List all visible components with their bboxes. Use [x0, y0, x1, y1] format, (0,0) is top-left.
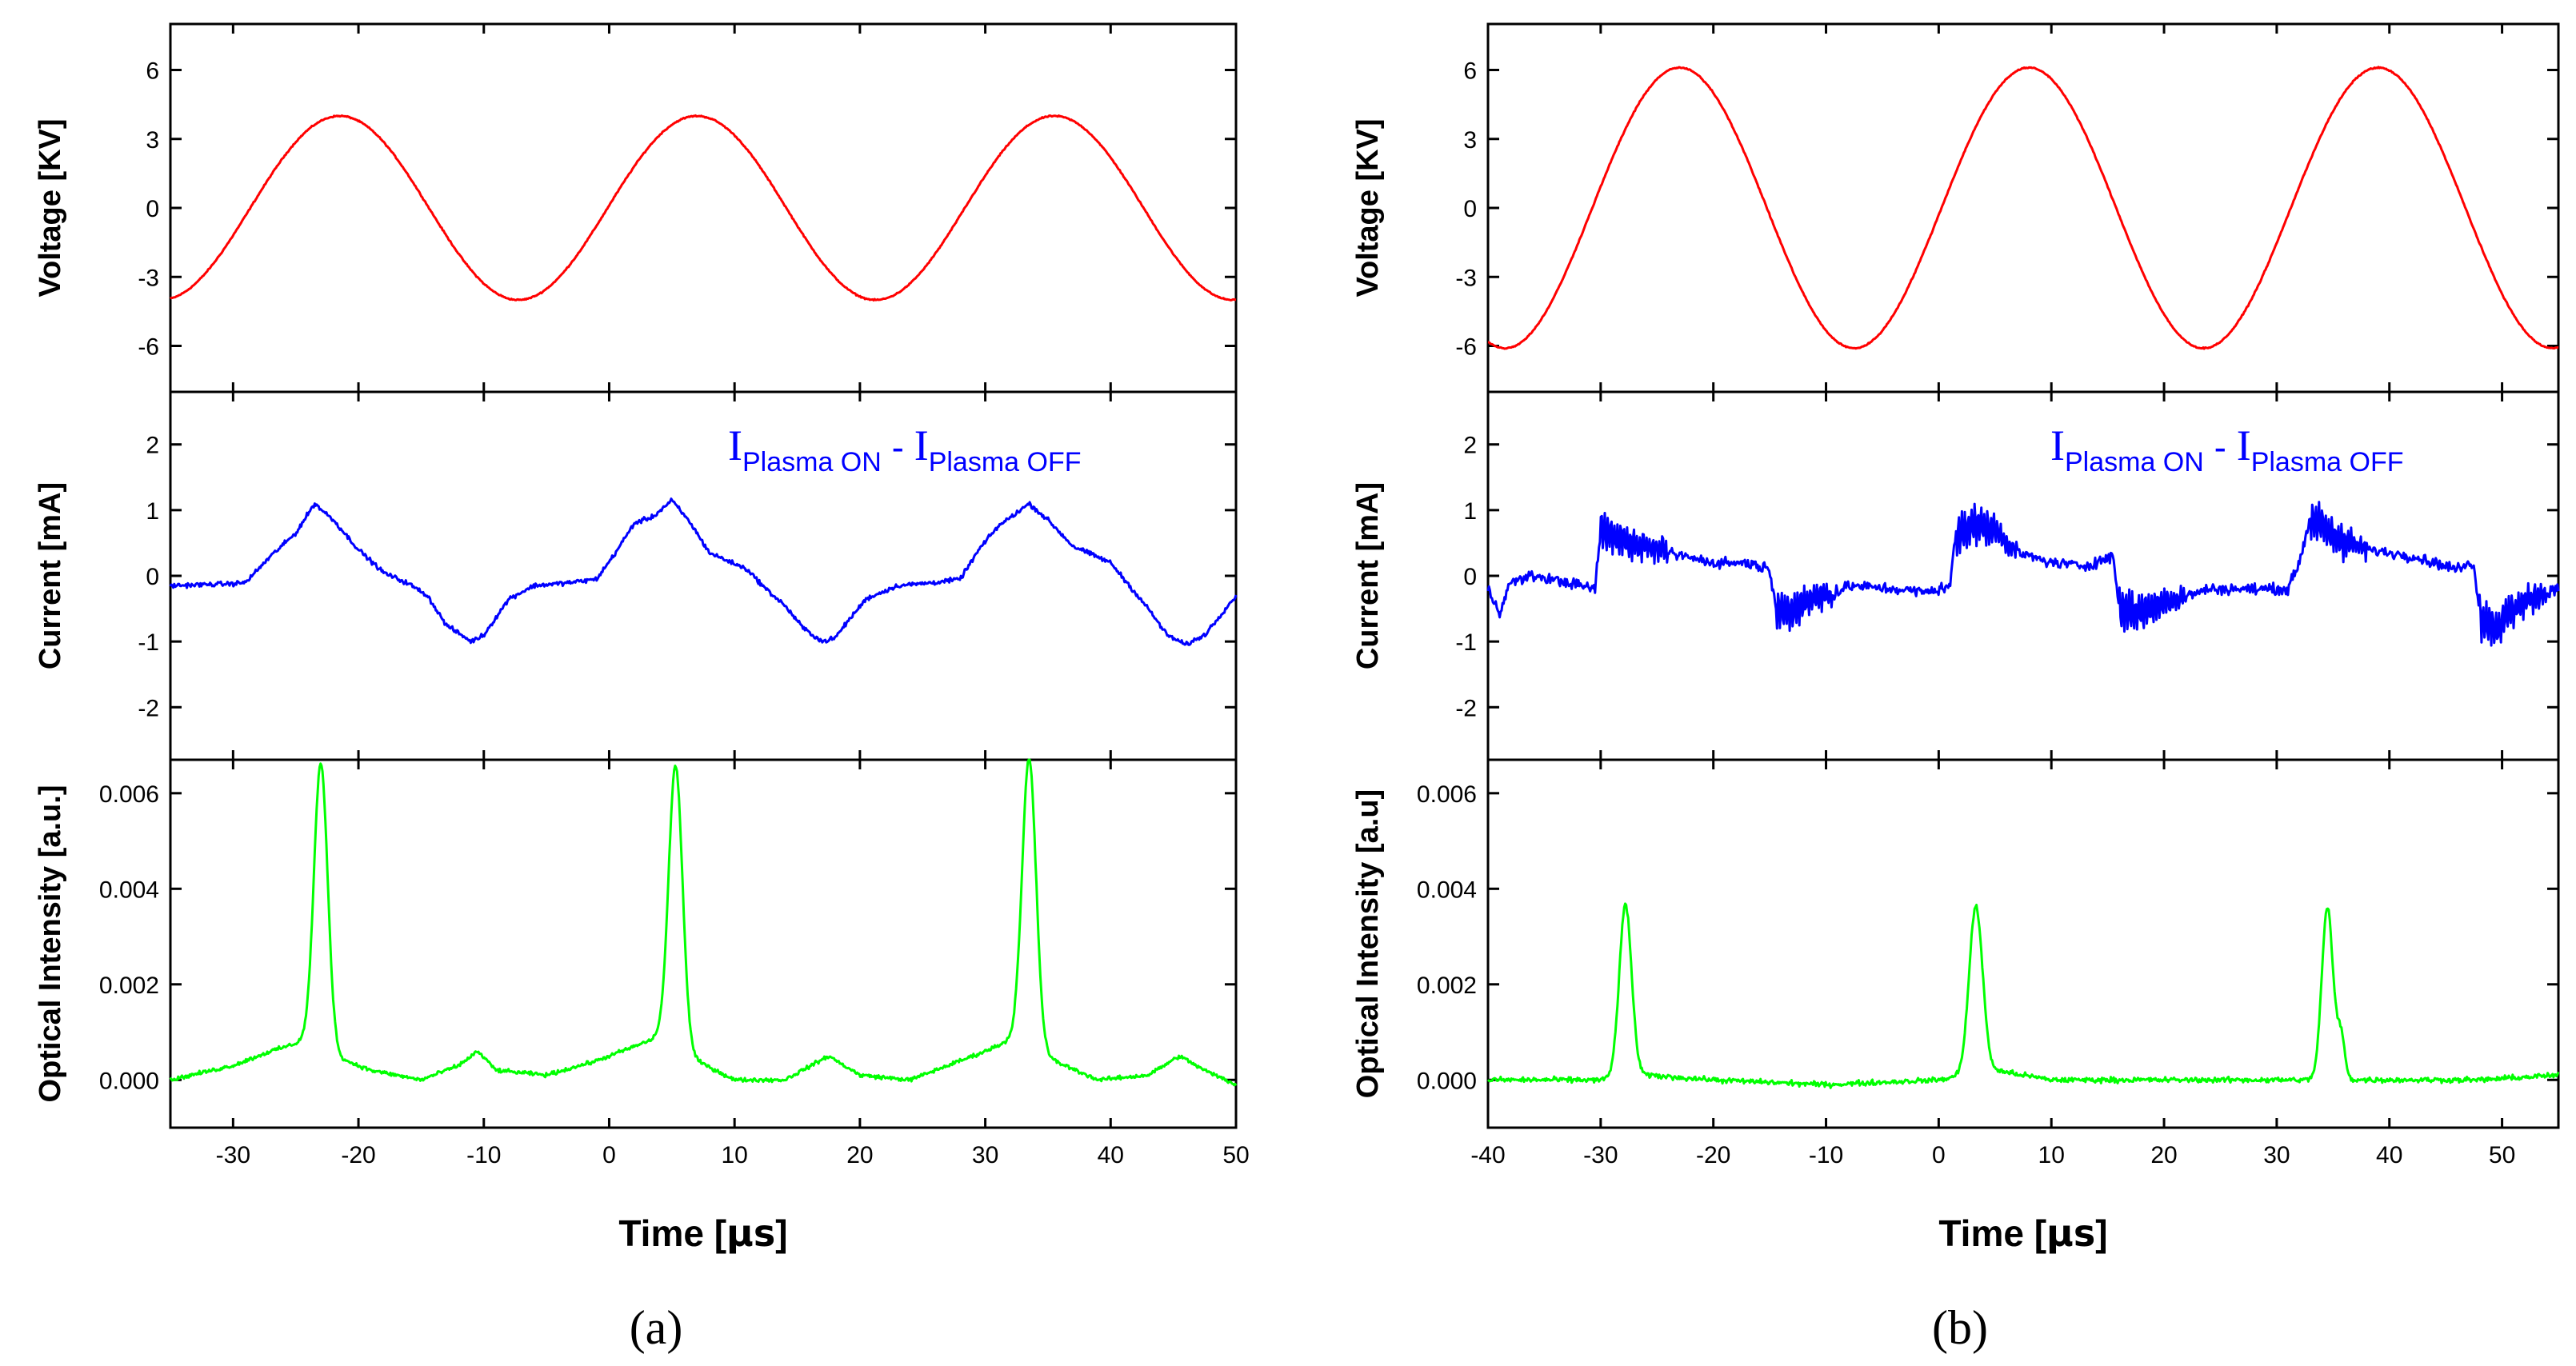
x-tick-label: 30	[972, 1142, 998, 1168]
x-tick-label: 40	[2376, 1142, 2402, 1168]
y-tick-label: 0.000	[99, 1068, 159, 1094]
y-tick-label: -1	[138, 629, 159, 656]
y-tick-label: 0	[146, 196, 159, 222]
y-tick-label: 0	[1463, 196, 1477, 222]
x-title-close: ]	[775, 1212, 787, 1254]
x-axis-title: Time [μs]	[1938, 1212, 2107, 1255]
subplot-voltage-b: 6 3 0 -3 -6 Voltage [KV]	[1351, 22, 2560, 393]
x-tick-label: 30	[2263, 1142, 2290, 1168]
x-title-unit: μs	[2046, 1212, 2095, 1255]
y-tick-label: -3	[1455, 265, 1477, 291]
y-tick-label: 0	[146, 564, 159, 590]
x-tick-label: 20	[2150, 1142, 2177, 1168]
y-axis-title: Current [mA]	[1351, 482, 1385, 669]
annotation-current-diff: IPlasma ON - IPlasma OFF	[728, 421, 1082, 477]
y-tick-label: 6	[146, 58, 159, 85]
y-tick-label: 2	[1463, 433, 1477, 459]
y-axis-title: Voltage [KV]	[1351, 118, 1385, 297]
y-tick-label: -6	[138, 334, 159, 361]
x-tick-label: 10	[2038, 1142, 2065, 1168]
y-tick-label: 2	[146, 433, 159, 459]
subplot-optical-b: 0.006 0.004 0.002 0.000 Optical Intensity [a…	[1351, 758, 2560, 1129]
y-tick-label: 0.004	[99, 877, 159, 903]
annot-dash: -	[882, 426, 914, 468]
series-line-voltage	[170, 114, 1237, 302]
x-tick-label: 50	[2489, 1142, 2515, 1168]
subplot-optical-a: 0.006 0.004 0.002 0.000 Optical Intensity [a…	[34, 758, 1238, 1129]
x-tick-label: 0	[602, 1142, 616, 1168]
y-tick-label: -1	[1455, 629, 1477, 656]
y-tick-label: 0	[1463, 564, 1477, 590]
annot-I-on: I	[728, 421, 742, 469]
y-tick-label: 0.006	[1417, 781, 1477, 808]
y-tick-label: 0.000	[1417, 1068, 1477, 1094]
series-line-current	[169, 497, 1238, 646]
x-tick-label: 50	[1222, 1142, 1249, 1168]
plot-frame	[1486, 22, 2560, 393]
x-tick-label: 10	[721, 1142, 747, 1168]
annotation-current-diff: IPlasma ON - IPlasma OFF	[2050, 421, 2404, 477]
x-tick-label: -30	[216, 1142, 250, 1168]
panel-label-b: (b)	[1932, 1301, 1988, 1354]
annot-sub-on: Plasma ON	[742, 447, 882, 477]
annot-sub-on: Plasma ON	[2065, 447, 2204, 477]
plot-frame	[1486, 758, 2560, 1129]
y-axis-title: Optical Intensity [a.u.]	[34, 785, 67, 1103]
y-tick-label: -2	[138, 695, 159, 721]
x-tick-label: -20	[1696, 1142, 1730, 1168]
y-tick-label: 1	[1463, 498, 1477, 525]
x-title-unit: μs	[726, 1212, 775, 1255]
annot-sub-off: Plasma OFF	[929, 447, 1082, 477]
y-tick-label: 0.002	[99, 973, 159, 999]
annot-sub-off: Plasma OFF	[2251, 447, 2404, 477]
y-axis-title: Current [mA]	[34, 482, 67, 669]
y-tick-label: 0.006	[99, 781, 159, 808]
y-tick-label: 0.002	[1417, 973, 1477, 999]
annot-I-on: I	[2050, 421, 2065, 469]
series-line-optical	[1486, 902, 2560, 1089]
x-tick-label: 0	[1932, 1142, 1946, 1168]
y-tick-label: -3	[138, 265, 159, 291]
plot-frame	[169, 22, 1238, 393]
x-tick-label: -10	[466, 1142, 501, 1168]
y-tick-label: 1	[146, 498, 159, 525]
y-tick-label: 3	[146, 127, 159, 154]
x-tick-label: -20	[341, 1142, 375, 1168]
series-line-current	[1486, 501, 2560, 647]
panel-label-a: (a)	[630, 1301, 683, 1354]
series-line-optical	[169, 758, 1238, 1087]
annot-I-off: I	[914, 421, 929, 469]
x-axis-title: Time [μs]	[618, 1212, 787, 1255]
y-tick-label: 0.004	[1417, 877, 1477, 903]
y-axis-title: Voltage [KV]	[34, 118, 67, 297]
subplot-voltage-a: 6 3 0 -3 -6 Voltage [KV]	[34, 22, 1238, 393]
x-tick-label: -40	[1470, 1142, 1505, 1168]
x-tick-label: -10	[1809, 1142, 1843, 1168]
series-line-voltage	[1487, 66, 2559, 350]
x-title-text: Time [	[618, 1212, 726, 1254]
y-tick-label: -2	[1455, 695, 1477, 721]
y-axis-title: Optical Intensity [a.u]	[1351, 789, 1385, 1098]
y-tick-label: 3	[1463, 127, 1477, 154]
annot-I-off: I	[2237, 421, 2251, 469]
x-tick-label: -30	[1583, 1142, 1618, 1168]
y-tick-label: -6	[1455, 334, 1477, 361]
plot-frame	[169, 758, 1238, 1129]
annot-dash: -	[2204, 426, 2237, 468]
x-title-text: Time [	[1938, 1212, 2046, 1254]
x-title-close: ]	[2095, 1212, 2107, 1254]
y-tick-label: 6	[1463, 58, 1477, 85]
x-tick-label: 20	[846, 1142, 873, 1168]
x-tick-label: 40	[1098, 1142, 1124, 1168]
